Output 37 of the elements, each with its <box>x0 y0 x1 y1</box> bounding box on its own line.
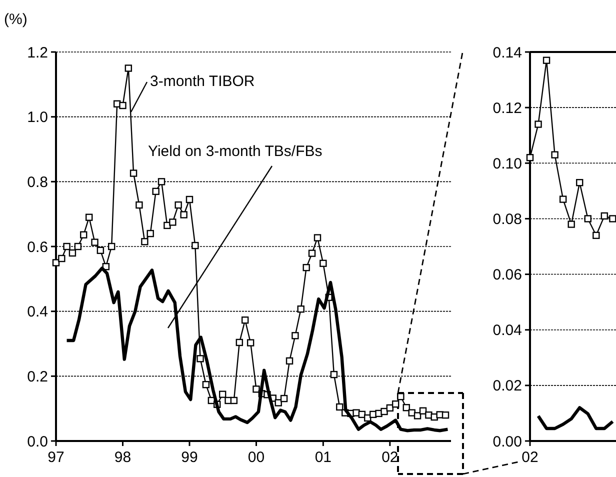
x-tick-label: 97 <box>48 449 64 466</box>
y-tick-label: 0.12 <box>492 100 522 117</box>
y-tick-label: 1.2 <box>27 44 48 62</box>
y-tick-label: 0.10 <box>492 155 522 172</box>
y-tick-label: 0.6 <box>27 238 48 256</box>
point <box>551 151 558 158</box>
point <box>559 196 567 203</box>
y-tick-label: 0.06 <box>492 266 522 284</box>
point <box>568 220 575 228</box>
point <box>600 212 608 220</box>
y-tick-label: 0.8 <box>27 174 48 191</box>
y-tick-label: 0.02 <box>492 378 522 395</box>
point <box>592 232 600 239</box>
y-tick-label: 1.0 <box>27 109 48 126</box>
series-label: 3-month TIBOR <box>150 73 255 90</box>
x-tick-label: 01 <box>314 449 332 466</box>
x-tick-label: 99 <box>181 449 198 466</box>
point <box>584 215 592 222</box>
point <box>542 56 550 64</box>
point <box>534 120 542 128</box>
y-tick-label: 0.00 <box>492 433 522 450</box>
point <box>609 215 616 222</box>
y-tick-label: 0.14 <box>492 44 522 62</box>
x-tick-label: 02 <box>382 449 398 466</box>
y-tick-label: 0.2 <box>27 368 48 386</box>
line-series <box>536 406 614 430</box>
x-tick-label: 00 <box>248 449 265 466</box>
x-tick-label: 02 <box>522 449 538 466</box>
y-tick-label: 0.0 <box>27 433 48 450</box>
y-tick-label: 0.08 <box>492 210 522 228</box>
text: Yield on 3-month TBs/FBs <box>148 143 322 160</box>
y-tick-label: 0.4 <box>27 304 48 321</box>
y-tick-label: 0.04 <box>492 322 522 340</box>
x-tick-label: 98 <box>114 449 132 466</box>
y-axis-title: (%) <box>4 11 28 28</box>
point <box>576 178 584 186</box>
point <box>526 154 534 162</box>
